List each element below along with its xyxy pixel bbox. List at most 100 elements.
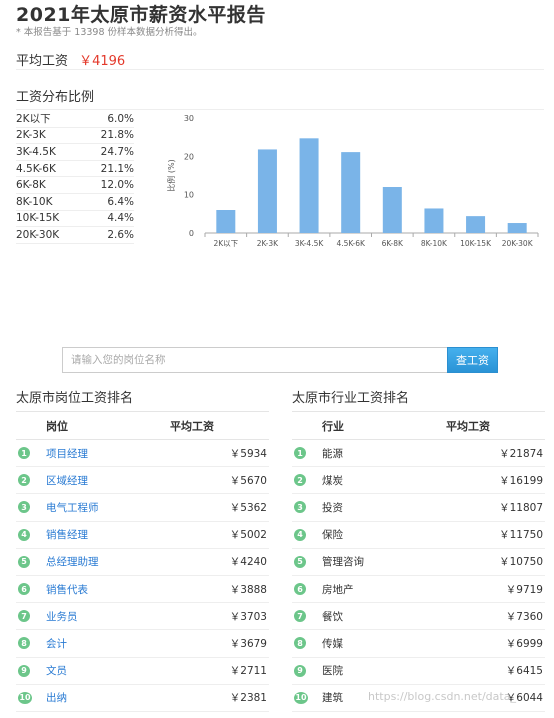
rank-number-badge: 8 [294,637,306,650]
distribution-percent: 6.0% [107,112,134,125]
distribution-row: 6K-8K 12.0% [16,177,134,194]
job-search-input[interactable] [62,347,448,373]
rank-row: 1 能源 ￥21874 [292,440,545,468]
distribution-row: 10K-15K 4.4% [16,211,134,228]
rank-row: 10 建筑 ￥6044 [292,685,545,712]
rank-row[interactable]: 6 销售代表 ￥3888 [16,576,269,604]
job-rank-title: 太原市岗位工资排名 [16,387,269,412]
job-name-link[interactable]: 电气工程师 [46,501,99,514]
bar [216,210,236,233]
rank-row[interactable]: 10 出纳 ￥2381 [16,685,269,712]
rank-row[interactable]: 4 销售经理 ￥5002 [16,522,269,549]
watermark: https://blog.csdn.net/data_ [368,690,516,703]
rank-row[interactable]: 5 总经理助理 ￥4240 [16,549,269,576]
rank-row[interactable]: 7 业务员 ￥3703 [16,603,269,631]
industry-rank-header: 行业 平均工资 [292,412,545,440]
rank-row[interactable]: 1 项目经理 ￥5934 [16,440,269,468]
rank-salary: ￥6044 [505,692,543,705]
job-name-link[interactable]: 会计 [46,637,67,650]
rank-number-badge: 5 [294,555,306,568]
rank-salary: ￥3679 [229,637,267,650]
average-salary-label: 平均工资 [16,54,69,69]
rank-row[interactable]: 9 文员 ￥2711 [16,658,269,685]
job-name-link[interactable]: 销售经理 [46,529,88,542]
rank-number-badge: 7 [294,610,306,623]
rank-salary: ￥5670 [229,474,267,487]
distribution-percent: 21.1% [100,162,134,175]
rank-row[interactable]: 8 会计 ￥3679 [16,630,269,658]
rank-salary: ￥6999 [505,637,543,650]
rank-row: 6 房地产 ￥9719 [292,576,545,604]
job-name-link[interactable]: 销售代表 [46,583,88,596]
industry-rank-header-salary: 平均工资 [446,419,490,433]
report-subtitle: * 本报告基于 13398 份样本数据分析得出。 [16,27,203,38]
bar [424,208,444,233]
rank-salary: ￥21874 [499,447,543,460]
distribution-percent: 2.6% [107,228,134,241]
rank-number-badge: 1 [18,447,30,460]
distribution-range: 4.5K-6K [16,162,56,175]
job-rank-header: 岗位 平均工资 [16,412,269,440]
rank-number-badge: 3 [18,501,30,514]
industry-name: 传媒 [322,637,343,650]
rank-number-badge: 8 [18,637,30,650]
job-name-link[interactable]: 区域经理 [46,474,88,487]
x-tick-label: 8K-10K [421,239,448,248]
job-name-link[interactable]: 业务员 [46,610,78,623]
distribution-row: 2K以下 6.0% [16,111,134,128]
bar [299,138,319,233]
distribution-percent: 21.8% [100,129,134,142]
bar [466,216,486,233]
x-tick-label: 4.5K-6K [336,239,366,248]
job-rank-header-name: 岗位 [46,419,68,433]
rank-salary: ￥11750 [499,529,543,542]
job-rank-list: 1 项目经理 ￥5934 2 区域经理 ￥5670 3 电气工程师 ￥5362 4 销售经理 ￥500… [16,440,269,712]
distribution-range: 3K-4.5K [16,145,56,158]
rank-salary: ￥10750 [499,556,543,569]
y-tick-label: 20 [184,152,194,161]
rank-row[interactable]: 2 区域经理 ￥5670 [16,467,269,495]
rank-number-badge: 6 [294,583,306,596]
distribution-row: 3K-4.5K 24.7% [16,144,134,161]
distribution-percent: 24.7% [100,145,134,158]
job-name-link[interactable]: 总经理助理 [46,556,99,569]
job-name-link[interactable]: 文员 [46,665,67,678]
bar [507,223,527,233]
rank-row[interactable]: 3 电气工程师 ￥5362 [16,494,269,522]
industry-name: 建筑 [322,692,343,705]
rank-salary: ￥5362 [229,501,267,514]
rank-number-badge: 1 [294,447,306,460]
rank-row: 7 餐饮 ￥7360 [292,603,545,631]
industry-rank-panel: 太原市行业工资排名 行业 平均工资 1 能源 ￥21874 2 煤炭 ￥16199 3 投资 ￥… [292,387,545,712]
x-tick-label: 20K-30K [502,239,534,248]
job-name-link[interactable]: 项目经理 [46,447,88,460]
industry-name: 保险 [322,529,343,542]
search-salary-button[interactable]: 查工资 [447,347,498,373]
distribution-range: 6K-8K [16,179,46,192]
rank-salary: ￥7360 [505,610,543,623]
rank-salary: ￥6415 [505,665,543,678]
rank-salary: ￥9719 [505,583,543,596]
rank-salary: ￥16199 [499,474,543,487]
x-tick-label: 2K-3K [257,239,279,248]
rank-salary: ￥3888 [229,583,267,596]
job-name-link[interactable]: 出纳 [46,692,67,705]
distribution-table: 2K以下 6.0% 2K-3K 21.8% 3K-4.5K 24.7% 4.5K-6K 21.… [16,111,134,244]
industry-name: 能源 [322,447,343,460]
industry-rank-list: 1 能源 ￥21874 2 煤炭 ￥16199 3 投资 ￥11807 4 保险 ￥11750 5 管理咨… [292,440,545,712]
distribution-row: 20K-30K 2.6% [16,227,134,244]
rank-number-badge: 10 [18,691,32,704]
rank-row: 4 保险 ￥11750 [292,522,545,549]
rank-row: 2 煤炭 ￥16199 [292,467,545,495]
x-tick-label: 10K-15K [460,239,492,248]
x-tick-label: 6K-8K [382,239,404,248]
industry-name: 煤炭 [322,474,343,487]
industry-name: 餐饮 [322,610,343,623]
bar [382,187,402,233]
distribution-chart: 比例 (%) 0 10 20 30 2K以下 2K-3K 3K-4.5K 4.5K-6K 6K-8… [166,114,539,248]
industry-rank-title: 太原市行业工资排名 [292,387,545,412]
distribution-title: 工资分布比例 [16,86,544,110]
rank-salary: ￥5002 [229,529,267,542]
y-tick-label: 0 [189,229,194,238]
rank-number-badge: 10 [294,691,308,704]
